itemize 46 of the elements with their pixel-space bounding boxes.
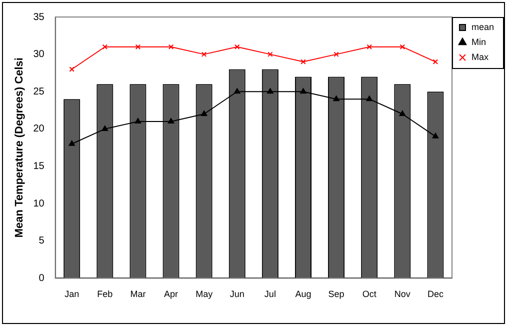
point xyxy=(333,96,340,102)
x-tick-label: Sep xyxy=(328,289,344,300)
x-tick-label: Nov xyxy=(394,289,411,300)
y-tick-label: 15 xyxy=(33,161,45,172)
x-tick-label: Dec xyxy=(427,289,444,300)
point xyxy=(300,59,306,64)
y-tick-label: 30 xyxy=(33,49,45,60)
point xyxy=(102,125,108,131)
point xyxy=(300,88,306,94)
y-axis-title: Mean Temperature (Degrees) Celsi xyxy=(14,58,26,238)
x-tick-label: Jul xyxy=(264,289,276,300)
point xyxy=(168,118,174,124)
point xyxy=(234,44,240,50)
x-tick-label: Apr xyxy=(164,289,178,300)
x-tick-label: Oct xyxy=(362,289,377,300)
point xyxy=(366,44,372,50)
point xyxy=(268,52,273,57)
point xyxy=(102,44,108,50)
point xyxy=(334,52,339,57)
point xyxy=(399,110,406,116)
y-tick-label: 25 xyxy=(33,86,45,98)
point xyxy=(134,118,142,124)
point xyxy=(201,52,207,57)
point xyxy=(267,88,274,94)
x-tick-label: Jun xyxy=(230,289,244,300)
point xyxy=(68,140,75,146)
y-tick-label: 20 xyxy=(33,124,45,135)
point xyxy=(135,44,141,50)
point xyxy=(234,88,240,94)
legend-label: Min xyxy=(471,36,486,47)
x-tick-label: Mar xyxy=(130,289,146,300)
point xyxy=(432,132,439,138)
x-tick-label: Aug xyxy=(295,289,312,300)
legend-label: Max xyxy=(471,52,489,62)
point xyxy=(400,44,406,50)
point xyxy=(366,96,372,102)
y-tick-label: 10 xyxy=(33,198,45,210)
point xyxy=(168,44,174,50)
y-tick-label: 5 xyxy=(38,236,45,247)
x-tick-label: May xyxy=(196,289,214,300)
point xyxy=(200,110,208,116)
y-tick-label: 35 xyxy=(33,12,45,23)
y-tick-label: 0 xyxy=(38,272,45,284)
x-tick-label: Feb xyxy=(97,289,113,300)
legend-label: mean xyxy=(471,22,494,32)
x-tick-label: Jan xyxy=(64,289,80,300)
